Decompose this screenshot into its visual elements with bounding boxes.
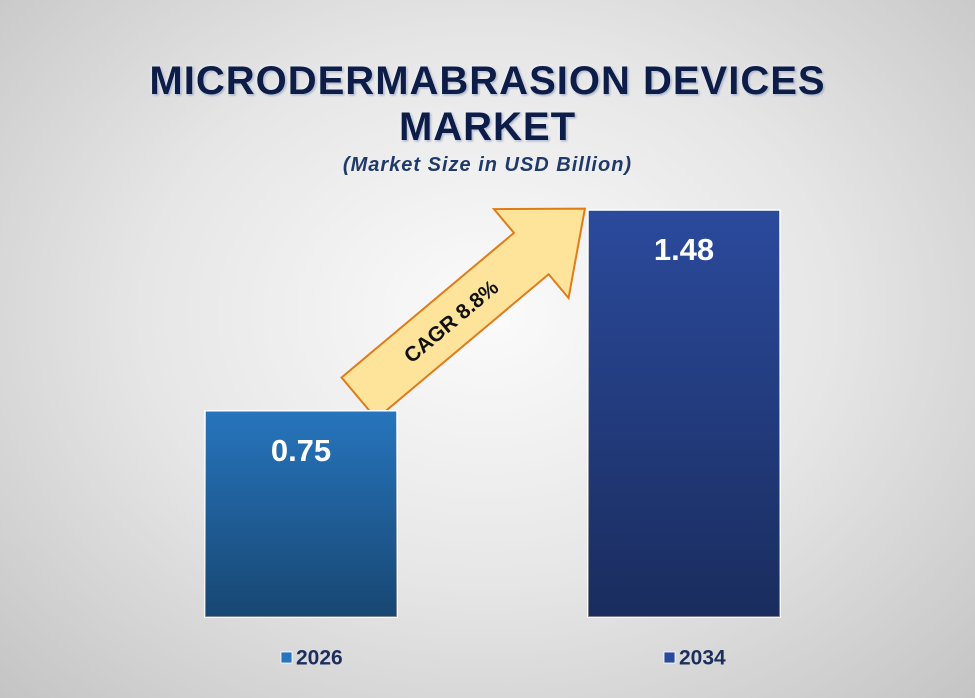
legend-label: 2034 [679,647,726,670]
legend-swatch [280,651,293,664]
chart-title: MICRODERMABRASION DEVICES MARKET [149,59,826,149]
data-label: 0.75 [271,433,331,468]
data-label: 1.48 [654,232,714,267]
bar-shade [205,410,397,617]
arrow-shape [340,207,587,421]
legend-swatch [663,651,676,664]
chart-subtitle: (Market Size in USD Billion) [342,154,633,176]
legend-label: 2026 [296,647,343,670]
bar-shade [588,210,780,617]
cagr-arrow: CAGR 8.8% [340,207,587,421]
